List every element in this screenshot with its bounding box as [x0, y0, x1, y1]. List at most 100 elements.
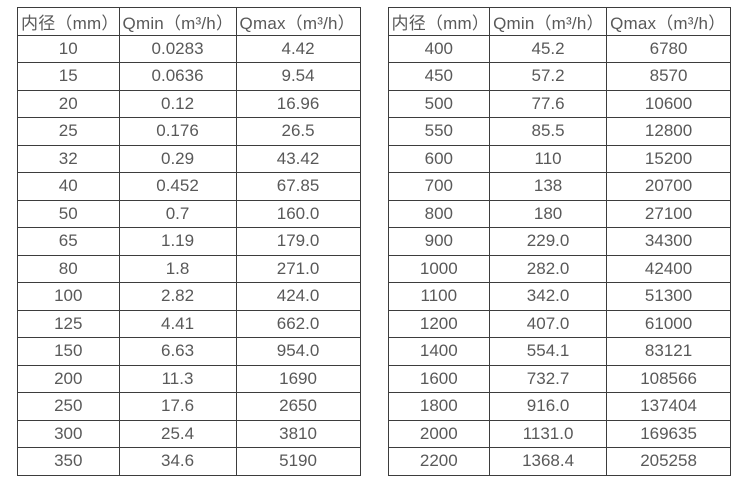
table-cell: 169635	[606, 419, 732, 448]
table-cell: 61000	[606, 309, 732, 338]
table-cell: 77.6	[489, 89, 608, 118]
table-cell: 0.452	[118, 172, 237, 201]
table-cell: 554.1	[489, 337, 608, 366]
table-row: 250 17.6 2650	[17, 392, 361, 421]
header-row: 内径（mm） Qmin（m³/h） Qmax（m³/h）	[387, 7, 732, 36]
table-cell: 34.6	[118, 447, 237, 476]
table-row: 1200 407.0 61000	[387, 309, 732, 338]
table-cell: 1131.0	[489, 419, 608, 448]
table-cell: 550	[387, 117, 491, 146]
table-cell: 15	[17, 62, 120, 91]
table-cell: 67.85	[235, 172, 361, 201]
table-cell: 45.2	[489, 34, 608, 63]
table-cell: 662.0	[235, 309, 361, 338]
table-cell: 2200	[387, 447, 491, 476]
table-cell: 80	[17, 254, 120, 283]
table-cell: 407.0	[489, 309, 608, 338]
table-cell: 0.176	[118, 117, 237, 146]
table-cell: 6.63	[118, 337, 237, 366]
table-cell: 350	[17, 447, 120, 476]
table-row: 200 11.3 1690	[17, 364, 361, 393]
table-cell: 271.0	[235, 254, 361, 283]
table-cell: 800	[387, 199, 491, 228]
table-row: 40 0.452 67.85	[17, 172, 361, 201]
table-cell: 15200	[606, 144, 732, 173]
table-cell: 11.3	[118, 364, 237, 393]
table-body: 10 0.0283 4.42 15 0.0636 9.54 20 0.12 16.96 25 0.1…	[17, 34, 361, 476]
table-cell: 4.42	[235, 34, 361, 63]
table-cell: 5190	[235, 447, 361, 476]
table-row: 900 229.0 34300	[387, 227, 732, 256]
table-cell: 85.5	[489, 117, 608, 146]
table-cell: 1400	[387, 337, 491, 366]
table-row: 600 110 15200	[387, 144, 732, 173]
table-cell: 900	[387, 227, 491, 256]
table-cell: 179.0	[235, 227, 361, 256]
column-header: Qmax（m³/h）	[606, 7, 732, 36]
table-cell: 200	[17, 364, 120, 393]
table-cell: 250	[17, 392, 120, 421]
table-cell: 1690	[235, 364, 361, 393]
table-cell: 137404	[606, 392, 732, 421]
table-row: 700 138 20700	[387, 172, 732, 201]
table-cell: 26.5	[235, 117, 361, 146]
table-row: 800 180 27100	[387, 199, 732, 228]
table-cell: 65	[17, 227, 120, 256]
table-cell: 8570	[606, 62, 732, 91]
table-header: 内径（mm） Qmin（m³/h） Qmax（m³/h）	[17, 7, 361, 36]
table-cell: 10	[17, 34, 120, 63]
table-cell: 1.8	[118, 254, 237, 283]
table-cell: 1200	[387, 309, 491, 338]
column-header: Qmax（m³/h）	[235, 7, 361, 36]
table-row: 15 0.0636 9.54	[17, 62, 361, 91]
table-cell: 57.2	[489, 62, 608, 91]
column-header: 内径（mm）	[17, 7, 120, 36]
table-cell: 125	[17, 309, 120, 338]
table-row: 25 0.176 26.5	[17, 117, 361, 146]
table-row: 50 0.7 160.0	[17, 199, 361, 228]
table-cell: 110	[489, 144, 608, 173]
table-row: 32 0.29 43.42	[17, 144, 361, 173]
table-row: 80 1.8 271.0	[17, 254, 361, 283]
table-cell: 138	[489, 172, 608, 201]
table-cell: 25	[17, 117, 120, 146]
table-cell: 1000	[387, 254, 491, 283]
table-cell: 42400	[606, 254, 732, 283]
table-header: 内径（mm） Qmin（m³/h） Qmax（m³/h）	[387, 7, 732, 36]
table-cell: 0.7	[118, 199, 237, 228]
table-cell: 27100	[606, 199, 732, 228]
table-cell: 500	[387, 89, 491, 118]
table-cell: 2650	[235, 392, 361, 421]
table-row: 10 0.0283 4.42	[17, 34, 361, 63]
table-body: 400 45.2 6780 450 57.2 8570 500 77.6 10600 550 85.…	[387, 34, 732, 476]
table-cell: 2000	[387, 419, 491, 448]
table-row: 450 57.2 8570	[387, 62, 732, 91]
table-cell: 32	[17, 144, 120, 173]
table-cell: 1100	[387, 282, 491, 311]
table-row: 1800 916.0 137404	[387, 392, 732, 421]
table-cell: 1800	[387, 392, 491, 421]
table-cell: 12800	[606, 117, 732, 146]
table-cell: 205258	[606, 447, 732, 476]
table-cell: 1.19	[118, 227, 237, 256]
table-cell: 282.0	[489, 254, 608, 283]
table-cell: 6780	[606, 34, 732, 63]
table-cell: 954.0	[235, 337, 361, 366]
table-row: 400 45.2 6780	[387, 34, 732, 63]
table-cell: 0.29	[118, 144, 237, 173]
column-header: 内径（mm）	[387, 7, 491, 36]
table-cell: 2.82	[118, 282, 237, 311]
column-header: Qmin（m³/h）	[118, 7, 237, 36]
header-row: 内径（mm） Qmin（m³/h） Qmax（m³/h）	[17, 7, 361, 36]
table-cell: 9.54	[235, 62, 361, 91]
table-cell: 400	[387, 34, 491, 63]
table-cell: 700	[387, 172, 491, 201]
table-row: 550 85.5 12800	[387, 117, 732, 146]
table-cell: 16.96	[235, 89, 361, 118]
table-cell: 1368.4	[489, 447, 608, 476]
table-cell: 732.7	[489, 364, 608, 393]
table-cell: 51300	[606, 282, 732, 311]
table-cell: 342.0	[489, 282, 608, 311]
table-cell: 229.0	[489, 227, 608, 256]
